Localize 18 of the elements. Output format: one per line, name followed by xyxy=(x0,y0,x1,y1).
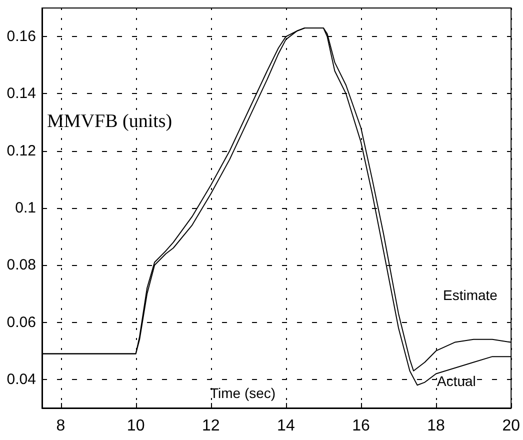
x-axis-title: Time (sec) xyxy=(210,385,276,401)
y-tick-label: 0.16 xyxy=(6,28,36,46)
y-tick-label: 0.12 xyxy=(6,142,36,160)
y-axis-title: MMVFB (units) xyxy=(47,111,172,132)
y-tick-label: 0.14 xyxy=(6,85,36,102)
y-tick-label: 0.1 xyxy=(15,200,36,216)
x-tick-label: 16 xyxy=(352,418,370,434)
x-tick-label: 18 xyxy=(427,418,446,434)
x-tick-label: 8 xyxy=(56,418,66,434)
y-tick-label: 0.08 xyxy=(6,256,36,274)
x-tick-label: 14 xyxy=(277,418,295,434)
annotation: Actual xyxy=(437,373,476,389)
y-tick-label: 0.04 xyxy=(6,370,36,388)
y-tick-label: 0.06 xyxy=(6,314,36,331)
annotation: Estimate xyxy=(443,287,498,303)
x-tick-label: 20 xyxy=(502,418,520,434)
x-tick-label: 10 xyxy=(126,418,145,434)
x-tick-label: 12 xyxy=(202,418,220,434)
